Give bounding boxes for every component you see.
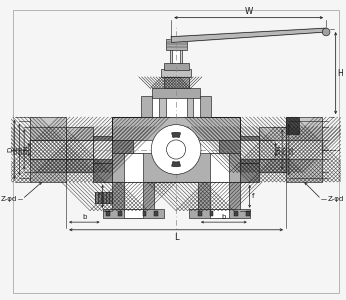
Text: b: b [82, 214, 86, 220]
Bar [152, 88, 200, 98]
Text: DN: DN [23, 145, 28, 154]
Bar [234, 211, 238, 216]
Text: D: D [8, 147, 13, 152]
Bar [166, 90, 186, 117]
Text: f: f [252, 193, 254, 199]
Bar [93, 163, 112, 182]
Bar [240, 136, 259, 163]
Bar [246, 211, 250, 216]
Bar [286, 140, 322, 159]
Circle shape [166, 140, 186, 159]
Bar [112, 140, 240, 159]
Wedge shape [172, 161, 181, 167]
Bar [112, 140, 133, 159]
Bar [106, 211, 110, 216]
Bar [172, 45, 180, 63]
Bar [124, 182, 143, 211]
Bar [124, 209, 143, 218]
Bar [259, 127, 286, 172]
Bar [141, 96, 211, 117]
Text: f: f [98, 193, 101, 199]
Bar [198, 182, 240, 211]
Text: Z-φd: Z-φd [0, 196, 17, 202]
Bar [210, 211, 213, 216]
Bar [152, 96, 200, 117]
Bar [198, 211, 202, 216]
Bar [30, 140, 66, 159]
Bar [118, 211, 121, 216]
Text: W: W [245, 7, 253, 16]
Text: b: b [222, 214, 226, 220]
Text: L: L [174, 232, 179, 242]
Bar [219, 140, 240, 159]
Bar [124, 153, 143, 182]
Bar [240, 163, 259, 182]
Bar [189, 209, 250, 218]
Bar [286, 117, 299, 134]
Text: D2: D2 [283, 145, 288, 154]
Bar [102, 209, 164, 218]
Bar [112, 117, 240, 182]
Bar [210, 153, 229, 182]
Bar [66, 140, 93, 159]
Text: H: H [338, 69, 343, 78]
Bar [161, 69, 191, 77]
Text: D1: D1 [13, 145, 18, 154]
Bar [166, 39, 186, 50]
Bar [286, 117, 322, 182]
Bar [170, 45, 182, 63]
Text: Z-φd: Z-φd [328, 196, 344, 202]
Text: D2: D2 [18, 145, 23, 154]
Bar [164, 77, 189, 88]
Bar [154, 211, 158, 216]
Bar [30, 117, 66, 182]
Bar [259, 140, 286, 159]
Wedge shape [172, 132, 181, 137]
Bar [93, 140, 112, 159]
Bar [159, 90, 193, 117]
Bar [66, 127, 93, 172]
Text: DN: DN [276, 145, 281, 154]
Bar [95, 192, 112, 203]
Text: D1: D1 [290, 145, 295, 154]
Bar [210, 209, 229, 218]
Circle shape [322, 28, 330, 36]
Bar [112, 182, 154, 211]
Bar [93, 136, 112, 163]
Bar [112, 153, 240, 182]
Circle shape [151, 125, 201, 174]
Bar [143, 211, 146, 216]
Bar [240, 140, 259, 159]
Bar [210, 182, 229, 211]
Bar [164, 63, 189, 70]
Polygon shape [171, 28, 326, 43]
